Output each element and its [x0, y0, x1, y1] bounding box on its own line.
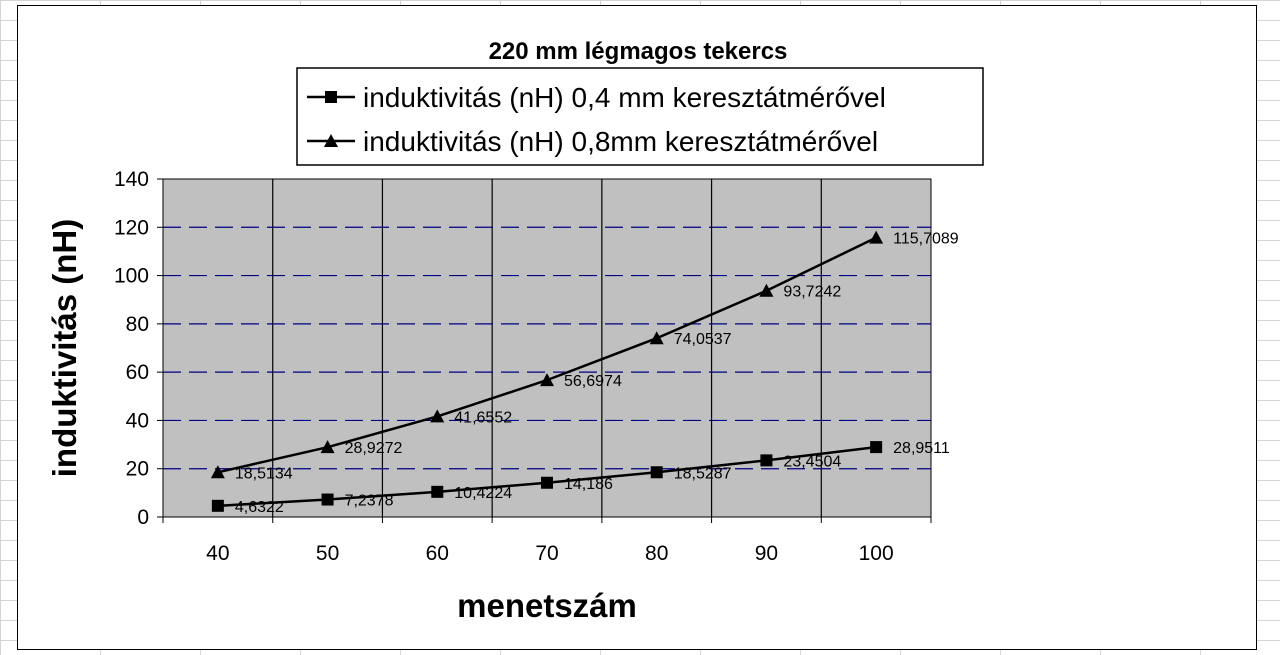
data-point-square: [211, 499, 224, 512]
plot-area: [162, 178, 932, 518]
data-point-triangle: [210, 465, 225, 479]
data-label: 23,4504: [783, 453, 841, 470]
x-tick-label: 80: [645, 542, 668, 565]
data-label: 10,4224: [454, 485, 512, 502]
y-tick-label: 80: [126, 313, 149, 336]
data-point-triangle: [869, 230, 884, 244]
data-point-square: [870, 441, 883, 454]
data-point-triangle: [649, 331, 664, 345]
x-tick-label: 100: [859, 542, 894, 565]
x-tick-label: 70: [535, 542, 558, 565]
legend-label-0: induktivitás (nH) 0,4 mm keresztátmérőve…: [363, 82, 886, 113]
legend[interactable]: induktivitás (nH) 0,4 mm keresztátmérőve…: [296, 67, 984, 166]
y-axis-title: induktivitás (nH): [46, 219, 83, 478]
legend-marker-square: [325, 91, 337, 103]
data-label: 18,5287: [674, 465, 732, 482]
x-tick-label: 40: [206, 542, 229, 565]
x-tick-label: 50: [316, 542, 339, 565]
data-point-square: [541, 476, 553, 489]
y-tick-label: 0: [137, 506, 149, 529]
series-layer: 4,6322 7,2378 10,4224 14,186 18,5287 23,4504 2…: [210, 230, 959, 516]
legend-box: [296, 67, 984, 166]
legend-label-1: induktivitás (nH) 0,8mm keresztátmérővel: [363, 126, 878, 157]
data-point-square: [321, 493, 334, 506]
data-point-square: [760, 454, 773, 467]
data-label: 14,186: [564, 476, 613, 493]
chart-title: 220 mm légmagos tekercs: [489, 38, 788, 65]
y-tick-label: 140: [114, 168, 149, 191]
x-axis: 40 50 60 70 80 90 100: [162, 517, 932, 565]
y-tick-label: 20: [126, 458, 149, 481]
data-point-triangle: [430, 409, 445, 423]
data-label: 93,7242: [783, 284, 841, 301]
data-label: 115,7089: [893, 231, 959, 248]
y-tick-label: 120: [114, 216, 149, 239]
data-label: 28,9272: [345, 440, 403, 457]
data-label: 74,0537: [674, 331, 732, 348]
data-point-square: [431, 485, 444, 498]
data-label: 56,6974: [564, 373, 622, 390]
chart: 220 mm légmagos tekercs induktivitás (nH…: [46, 38, 984, 624]
x-tick-label: 90: [755, 542, 778, 565]
y-axis: 0 20 40 60 80 100 120 140: [114, 168, 163, 529]
data-point-square: [650, 466, 663, 479]
data-label: 7,2378: [345, 493, 394, 510]
data-point-triangle: [540, 373, 554, 387]
legend-marker-triangle: [324, 134, 338, 147]
y-tick-label: 40: [126, 409, 149, 432]
data-label: 18,5134: [235, 465, 293, 482]
data-label: 4,6322: [235, 499, 284, 516]
x-axis-title: menetszám: [457, 587, 637, 624]
chart-area[interactable]: 220 mm légmagos tekercs induktivitás (nH…: [17, 5, 1257, 650]
data-label: 41,6552: [454, 409, 512, 426]
y-tick-label: 100: [114, 265, 149, 288]
data-label: 28,9511: [893, 440, 950, 457]
data-point-triangle: [320, 440, 335, 454]
data-point-triangle: [759, 283, 774, 297]
x-tick-label: 60: [426, 542, 449, 565]
y-tick-label: 60: [126, 361, 149, 384]
